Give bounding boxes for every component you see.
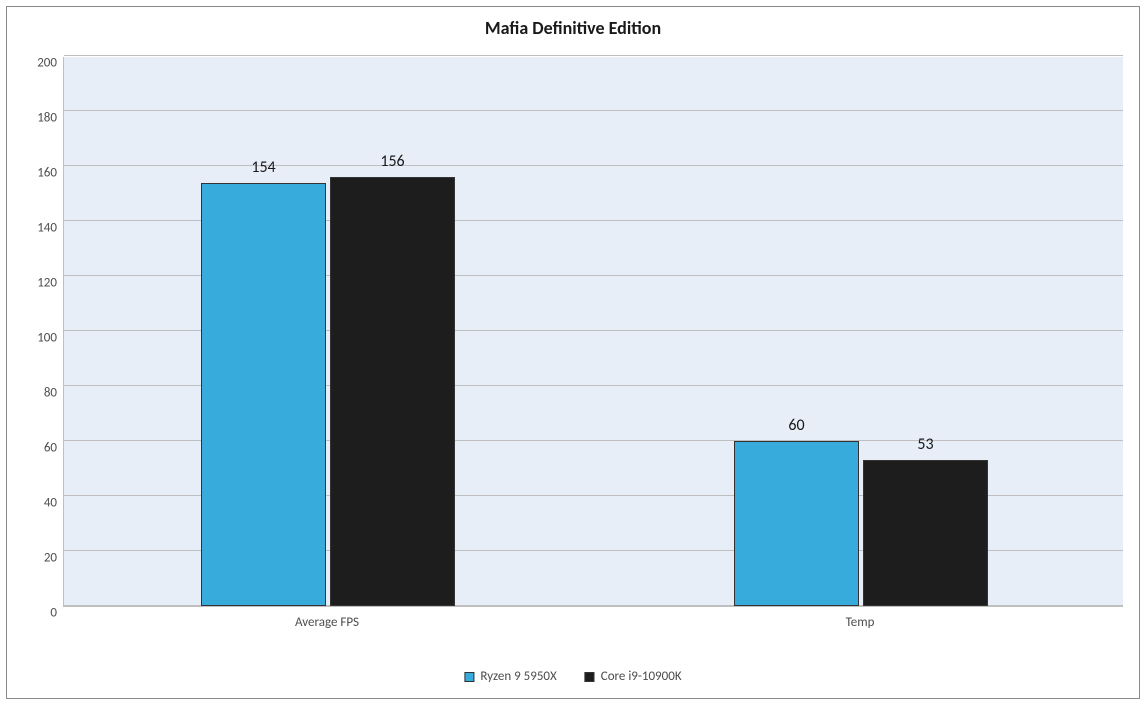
y-axis-tick-label: 140 <box>17 221 57 236</box>
gridline <box>64 55 1123 56</box>
y-axis-tick-label: 40 <box>17 496 57 511</box>
data-label: 60 <box>788 416 804 435</box>
chart-container: Mafia Definitive Edition TECH 4 GAMERS 1… <box>6 6 1140 699</box>
y-axis-tick-label: 180 <box>17 111 57 126</box>
data-label: 53 <box>917 435 933 454</box>
x-axis-category-label: Temp <box>846 615 875 630</box>
chart-title: Mafia Definitive Edition <box>7 7 1139 39</box>
legend-swatch-icon <box>464 672 474 682</box>
y-axis-tick-label: 200 <box>17 56 57 71</box>
legend: Ryzen 9 5950X Core i9-10900K <box>464 669 681 684</box>
bar <box>330 177 455 606</box>
gridline <box>64 110 1123 111</box>
legend-item: Core i9-10900K <box>585 669 682 684</box>
data-label: 156 <box>380 152 404 171</box>
plot-area: 154 156 60 53 <box>63 57 1123 607</box>
bar <box>201 183 326 607</box>
y-axis-tick-label: 0 <box>17 606 57 621</box>
bar <box>863 460 988 606</box>
y-axis-tick-label: 120 <box>17 276 57 291</box>
y-axis-tick-label: 160 <box>17 166 57 181</box>
bar <box>734 441 859 606</box>
gridline <box>64 165 1123 166</box>
data-label: 154 <box>251 158 275 177</box>
legend-swatch-icon <box>585 672 595 682</box>
y-axis-tick-label: 60 <box>17 441 57 456</box>
legend-label: Core i9-10900K <box>601 669 682 684</box>
x-axis-category-label: Average FPS <box>295 615 359 630</box>
y-axis-tick-label: 100 <box>17 331 57 346</box>
legend-label: Ryzen 9 5950X <box>480 669 556 684</box>
y-axis-tick-label: 20 <box>17 551 57 566</box>
y-axis-tick-label: 80 <box>17 386 57 401</box>
legend-item: Ryzen 9 5950X <box>464 669 556 684</box>
